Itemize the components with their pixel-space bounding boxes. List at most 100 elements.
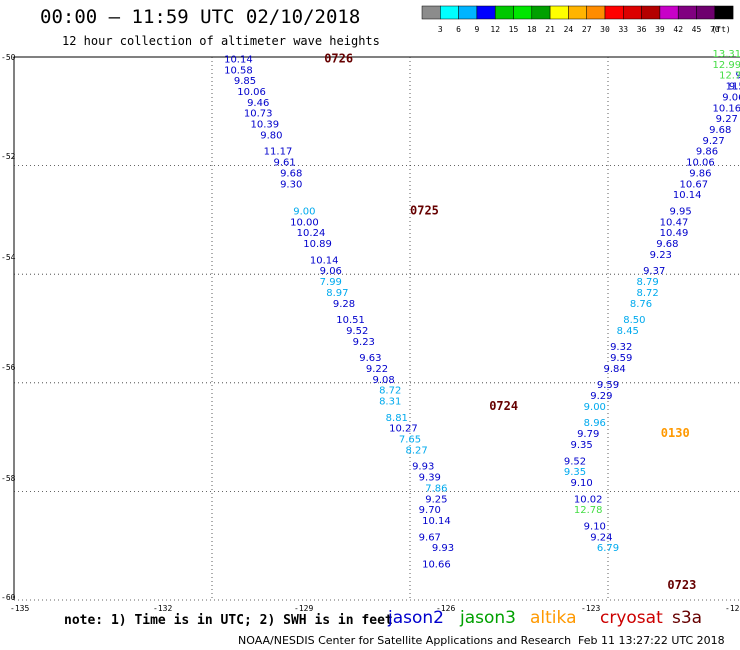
wave-height-value: 8.31 bbox=[379, 397, 401, 408]
x-tick-label: -126 bbox=[436, 604, 455, 613]
colorbar-swatch bbox=[604, 5, 624, 20]
chart-subtitle: 12 hour collection of altimeter wave hei… bbox=[62, 34, 380, 48]
colorbar-label: 18 bbox=[527, 25, 537, 34]
y-tick-label: -60 bbox=[1, 593, 16, 602]
colorbar-label: 27 bbox=[582, 25, 592, 34]
wave-height-value: 9.59 bbox=[597, 380, 619, 391]
wave-height-value: 9.86 bbox=[689, 168, 711, 179]
wave-height-value: 9.10 bbox=[570, 478, 592, 489]
colorbar-swatch bbox=[568, 5, 587, 20]
legend-jason3: jason3 bbox=[460, 608, 516, 628]
y-tick-label: -56 bbox=[1, 363, 16, 372]
wave-height-value: 9.30 bbox=[735, 71, 740, 82]
wave-height-value: 7.86 bbox=[425, 483, 447, 494]
wave-height-value: 10.16 bbox=[712, 103, 740, 114]
wave-height-value: 9.67 bbox=[419, 532, 441, 543]
pass-labels: 072607250724072301280129013011461147 bbox=[324, 51, 696, 592]
wave-height-value: 8.45 bbox=[617, 326, 639, 337]
credit-text: NOAA/NESDIS Center for Satellite Applica… bbox=[238, 634, 572, 647]
colorbar-label: 15 bbox=[509, 25, 519, 34]
wave-height-value: 10.24 bbox=[297, 228, 326, 239]
colorbar-swatch bbox=[549, 5, 569, 20]
colorbar-label: 6 bbox=[456, 25, 461, 34]
wave-height-value: 10.27 bbox=[389, 424, 418, 435]
x-tick-label: -135 bbox=[10, 604, 29, 613]
wave-height-value: 11.17 bbox=[264, 147, 293, 158]
timestamp-text: Feb 11 13:27:22 UTC 2018 bbox=[578, 634, 725, 647]
wave-height-value: 9.27 bbox=[716, 114, 738, 125]
wave-height-value: 9.06 bbox=[320, 266, 342, 277]
pass-id-label: 0130 bbox=[661, 426, 690, 440]
wave-height-value: 10.06 bbox=[686, 158, 715, 169]
wave-height-value: 9.08 bbox=[372, 375, 394, 386]
wave-height-value: 9.61 bbox=[273, 158, 295, 169]
wave-height-value: 9.25 bbox=[425, 494, 447, 505]
legend-cryosat: cryosat bbox=[600, 608, 663, 628]
wave-height-value: 11.89 bbox=[726, 82, 740, 93]
colorbar-label: 45 bbox=[692, 25, 702, 34]
wave-height-value: 9.27 bbox=[702, 136, 724, 147]
wave-height-value: 9.68 bbox=[709, 125, 731, 136]
colorbar-label: (ft) bbox=[711, 25, 730, 34]
wave-height-value: 9.22 bbox=[366, 364, 388, 375]
colorbar-label: 9 bbox=[474, 25, 479, 34]
wave-height-value: 10.58 bbox=[224, 65, 253, 76]
wave-height-value: 9.00 bbox=[293, 206, 315, 217]
wave-height-value: 9.37 bbox=[643, 266, 665, 277]
wave-height-value: 7.65 bbox=[399, 435, 421, 446]
x-tick-label: -132 bbox=[153, 604, 172, 613]
wave-height-value: 9.30 bbox=[280, 179, 302, 190]
wave-height-value: 10.73 bbox=[244, 109, 273, 120]
colorbar-label: 30 bbox=[600, 25, 610, 34]
wave-height-value: 8.96 bbox=[584, 418, 606, 429]
wave-height-value: 12.65 bbox=[739, 92, 740, 103]
plot-frame bbox=[13, 56, 740, 601]
wave-height-value: 8.27 bbox=[405, 445, 427, 456]
chart-title: 00:00 – 11:59 UTC 02/10/2018 bbox=[40, 6, 361, 28]
wave-height-value: 9.35 bbox=[564, 467, 586, 478]
colorbar-swatch bbox=[476, 5, 496, 20]
colorbar-swatch bbox=[641, 5, 661, 20]
wave-height-value: 10.66 bbox=[422, 559, 451, 570]
wave-height-value: 9.06 bbox=[722, 92, 740, 103]
wave-height-value: 9.95 bbox=[669, 206, 691, 217]
wave-height-value: 10.89 bbox=[303, 239, 332, 250]
data-points: 10.1410.589.8510.069.4610.7310.399.8011.… bbox=[224, 49, 740, 570]
colorbar-swatch bbox=[513, 5, 533, 20]
wave-height-value: 9.39 bbox=[419, 473, 441, 484]
wave-height-value: 8.76 bbox=[630, 299, 652, 310]
pass-id-label: 0724 bbox=[489, 399, 518, 413]
colorbar-label: 70 bbox=[710, 25, 720, 34]
legend-s3a: s3a bbox=[672, 608, 703, 628]
wave-height-value: 8.79 bbox=[636, 277, 658, 288]
wave-height-value: 7.99 bbox=[320, 277, 342, 288]
colorbar-swatch bbox=[696, 5, 716, 20]
colorbar-label: 21 bbox=[545, 25, 555, 34]
colorbar-swatch bbox=[623, 5, 642, 20]
wave-height-value: 9.84 bbox=[603, 364, 625, 375]
colorbar-label: 42 bbox=[673, 25, 683, 34]
wave-height-value: 10.39 bbox=[250, 120, 279, 131]
colorbar-swatch bbox=[458, 5, 478, 20]
colorbar-label: 39 bbox=[655, 25, 665, 34]
colorbar-label: 33 bbox=[618, 25, 628, 34]
wave-height-value: 10.00 bbox=[290, 217, 319, 228]
wave-height-value: 9.35 bbox=[570, 440, 592, 451]
wave-height-value: 13.31 bbox=[712, 49, 740, 60]
wave-height-value: 9.29 bbox=[590, 391, 612, 402]
pass-id-label: 0725 bbox=[410, 203, 439, 217]
colorbar-swatch bbox=[494, 5, 514, 20]
wave-height-value: 9.68 bbox=[280, 168, 302, 179]
pass-id-label: 0726 bbox=[324, 51, 353, 65]
wave-height-value: 9.32 bbox=[610, 342, 632, 353]
x-tick-label: -129 bbox=[294, 604, 313, 613]
colorbar-swatch bbox=[421, 5, 441, 20]
colorbar-swatch bbox=[531, 5, 551, 20]
y-tick-label: -58 bbox=[1, 474, 16, 483]
axis-ticks: -50 -52 -54 -56 -58 -60 -135 -132 -129 -126 -123 -1… bbox=[1, 53, 740, 613]
wave-height-value: 10.49 bbox=[660, 228, 689, 239]
legend-altika: altika bbox=[530, 608, 577, 628]
legend-jason2: jason2 bbox=[388, 608, 444, 628]
wave-height-value: 8.81 bbox=[386, 413, 408, 424]
wave-height-value: 6.79 bbox=[597, 543, 619, 554]
